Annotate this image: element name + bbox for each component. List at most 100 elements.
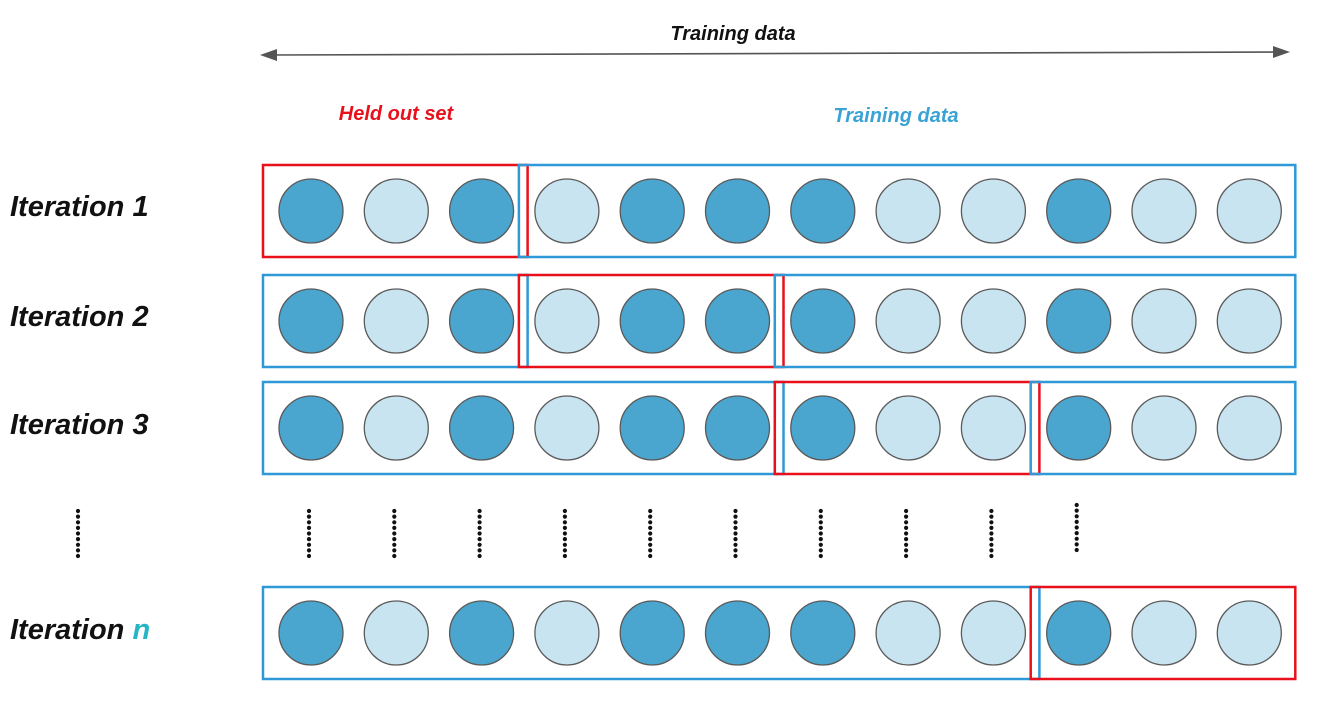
training-box (261, 380, 785, 476)
ellipsis-dot (562, 537, 568, 542)
data-point-dark (790, 395, 856, 461)
ellipsis-dot (1074, 536, 1079, 541)
ellipsis-dot (989, 508, 994, 514)
ellipsis-dot (818, 542, 823, 547)
data-point-light (960, 600, 1027, 666)
data-point-dark (619, 600, 685, 666)
ellipsis-dot (477, 553, 482, 559)
ellipsis-dot (477, 542, 482, 547)
ellipsis-dot (904, 508, 909, 514)
ellipsis-dot (989, 553, 994, 559)
ellipsis-dot (1074, 525, 1079, 530)
data-point-dark (704, 395, 771, 461)
vertical-ellipsis (75, 508, 81, 559)
data-point-light (960, 395, 1027, 461)
iteration-row: Iteration n (10, 585, 1297, 681)
iteration-label: Iteration 1 (10, 191, 149, 223)
ellipsis-dot (904, 531, 909, 536)
ellipsis-dot (818, 553, 823, 559)
ellipsis-dot (904, 520, 909, 525)
ellipsis-dot (733, 520, 738, 525)
ellipsis-dot (648, 508, 653, 514)
ellipsis-dot (562, 508, 568, 514)
data-point-light (534, 178, 600, 244)
training-box (261, 273, 529, 369)
iteration-label: Iteration n (10, 614, 150, 646)
ellipsis-dot (989, 525, 994, 531)
data-point-light (960, 288, 1027, 354)
data-point-dark (704, 178, 771, 244)
column-ellipsis (392, 508, 397, 559)
ellipsis-dot (733, 525, 738, 531)
ellipsis-dot (306, 514, 312, 519)
column-ellipsis (1074, 502, 1079, 553)
iteration-label-number: 1 (132, 191, 148, 223)
data-point-light (1131, 288, 1197, 354)
ellipsis-dot (477, 548, 482, 553)
ellipsis-dot (562, 548, 568, 553)
top-arrow-left-head (260, 49, 277, 61)
ellipsis-dot (1074, 519, 1079, 525)
column-ellipsis (648, 508, 653, 559)
data-point-dark (1046, 600, 1112, 666)
ellipsis-dot (306, 542, 312, 547)
ellipsis-dot (648, 537, 653, 542)
ellipsis-dot (477, 531, 482, 536)
data-point-dark (448, 178, 515, 244)
ellipsis-dot (75, 553, 81, 559)
data-point-light (363, 288, 429, 354)
data-point-light (534, 600, 600, 666)
iteration-label-prefix: Iteration (10, 409, 132, 441)
ellipsis-dot (562, 542, 568, 547)
data-point-light (534, 395, 600, 461)
training-legend-label: Training data (833, 105, 958, 127)
ellipsis-dot (562, 514, 568, 519)
ellipsis-dot (477, 514, 482, 519)
ellipsis-dot (306, 531, 312, 536)
data-point-dark (1046, 178, 1112, 244)
ellipsis-dot (75, 508, 81, 514)
ellipsis-dot (648, 531, 653, 536)
ellipsis-dot (733, 548, 738, 553)
ellipsis-dot (648, 514, 653, 519)
ellipsis-dot (1074, 502, 1079, 508)
data-point-dark (1046, 288, 1112, 354)
ellipsis-dot (904, 525, 909, 531)
ellipsis-dot (989, 514, 994, 519)
ellipsis-dot (477, 537, 482, 542)
ellipsis-dot (733, 553, 738, 559)
data-point-dark (278, 395, 344, 461)
ellipsis-dot (477, 525, 482, 531)
ellipsis-dot (392, 537, 397, 542)
top-arrow (260, 46, 1290, 61)
data-point-dark (448, 600, 515, 666)
data-point-light (1131, 178, 1197, 244)
ellipsis-dot (733, 537, 738, 542)
data-point-light (1216, 178, 1282, 244)
training-box (773, 273, 1297, 369)
ellipsis-dot (1074, 508, 1079, 513)
data-point-dark (448, 288, 515, 354)
ellipsis-dot (989, 542, 994, 547)
column-ellipsis (306, 508, 312, 559)
data-point-light (960, 178, 1027, 244)
ellipsis-dot (904, 514, 909, 519)
ellipsis-dot (306, 508, 312, 514)
ellipsis-dot (733, 542, 738, 547)
training-box (261, 585, 1041, 681)
data-point-light (875, 600, 941, 666)
data-point-light (363, 395, 429, 461)
held-out-box (517, 273, 785, 369)
ellipsis-dot (306, 537, 312, 542)
ellipsis-dot (392, 548, 397, 553)
ellipsis-dot (989, 520, 994, 525)
ellipsis-dot (392, 542, 397, 547)
ellipsis-dot (306, 525, 312, 531)
data-point-light (1216, 395, 1282, 461)
data-point-light (875, 288, 941, 354)
ellipsis-dot (306, 520, 312, 525)
ellipsis-dot (1074, 547, 1079, 553)
ellipsis-dot (392, 514, 397, 519)
data-point-dark (704, 288, 771, 354)
iteration-label-number: n (132, 614, 150, 646)
